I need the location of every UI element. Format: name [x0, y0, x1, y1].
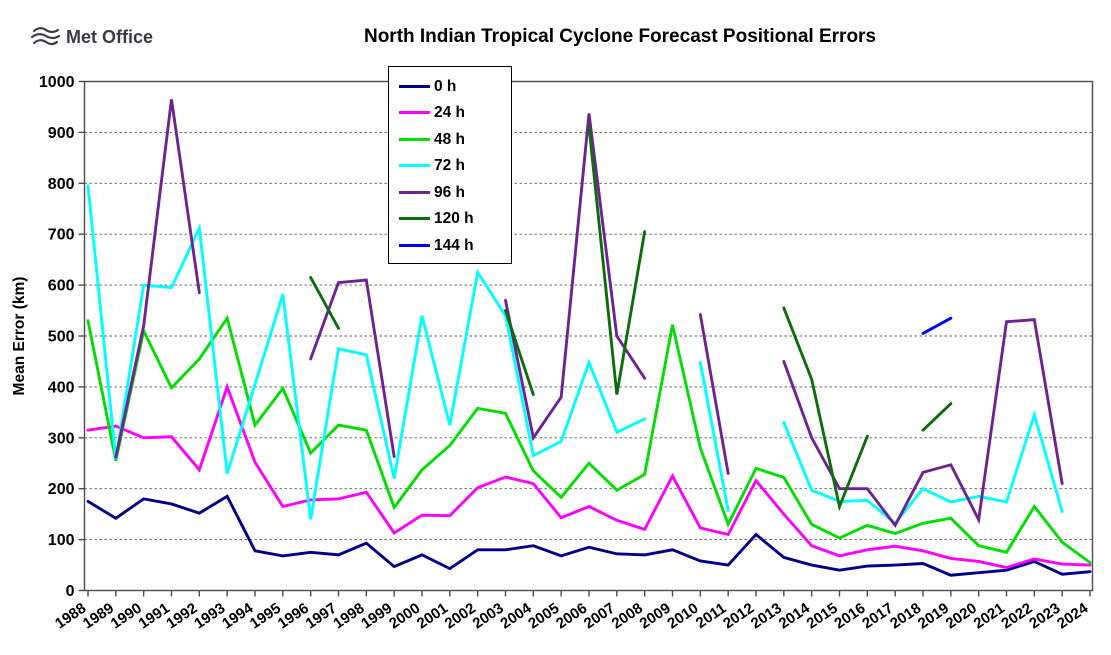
y-tick-label: 1000 — [39, 74, 75, 91]
y-tick-label: 0 — [66, 583, 75, 600]
legend-item-144h: 144 h — [399, 232, 511, 259]
chart-title: North Indian Tropical Cyclone Forecast P… — [363, 26, 877, 47]
series-line-120-h — [309, 124, 953, 512]
legend-item-120h: 120 h — [399, 206, 511, 233]
y-tick-label: 600 — [48, 278, 75, 295]
x-tick-label: 2024 — [1054, 599, 1092, 632]
met-office-swoosh-icon — [30, 27, 60, 46]
y-gridlines — [84, 131, 1093, 541]
legend-item-48h: 48 h — [399, 126, 511, 153]
y-tick-label: 900 — [48, 125, 75, 142]
legend-swatch-0h — [399, 84, 430, 88]
legend-swatch-120h — [399, 217, 430, 221]
legend-label-0h: 0 h — [434, 77, 457, 95]
legend-item-24h: 24 h — [399, 100, 511, 127]
y-tick-label: 300 — [48, 430, 75, 447]
series-line-24-h — [86, 382, 1092, 570]
logo-text: Met Office — [66, 26, 154, 47]
legend-swatch-48h — [399, 137, 430, 141]
y-tick-label: 800 — [48, 176, 75, 193]
series-line-144-h — [921, 316, 953, 335]
legend-label-144h: 144 h — [434, 236, 474, 254]
legend-label-120h: 120 h — [434, 210, 474, 227]
y-axis-title: Mean Error (km) — [11, 277, 28, 396]
legend-swatch-96h — [399, 190, 430, 194]
legend-item-0h: 0 h — [399, 73, 511, 100]
series-line-0-h — [86, 494, 1092, 577]
legend-swatch-72h — [399, 164, 430, 168]
y-tick-label: 400 — [48, 379, 75, 396]
x-axis: 1988198919901991199219931994199519961997… — [52, 590, 1092, 632]
legend-swatch-144h — [399, 243, 430, 247]
legend-label-96h: 96 h — [434, 183, 466, 201]
legend-item-72h: 72 h — [399, 153, 511, 180]
series-line-48-h — [86, 314, 1092, 564]
y-tick-label: 200 — [48, 481, 75, 498]
met-office-logo: Met Office — [30, 26, 153, 48]
legend-label-72h: 72 h — [434, 157, 466, 174]
legend-label-48h: 48 h — [434, 130, 466, 148]
series-line-96-h — [114, 99, 1064, 529]
legend-item-96h: 96 h — [399, 179, 511, 206]
y-tick-label: 700 — [48, 227, 75, 244]
y-axis: 0 100 200 300 400 500 600 700 800 900 1000 — [39, 74, 85, 600]
y-tick-label: 100 — [48, 532, 75, 549]
legend-swatch-24h — [399, 111, 430, 115]
legend-label-24h: 24 h — [434, 104, 466, 121]
y-tick-label: 500 — [48, 329, 75, 346]
series-line-72-h — [86, 184, 1064, 526]
legend-box: 0 h 24 h 48 h 72 h 96 h 120 h 144 h — [388, 66, 512, 264]
